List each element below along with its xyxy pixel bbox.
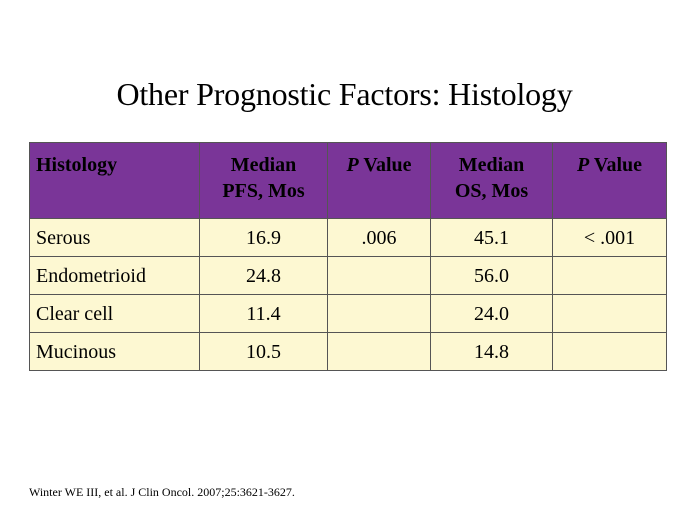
- cell-histology: Endometrioid: [29, 256, 200, 295]
- header-median-pfs: Median PFS, Mos: [199, 142, 328, 219]
- cell-median-os: 14.8: [430, 332, 553, 371]
- header-median-os: Median OS, Mos: [430, 142, 553, 219]
- citation: Winter WE III, et al. J Clin Oncol. 2007…: [29, 485, 295, 499]
- header-median-pfs-line1: Median: [230, 154, 297, 176]
- histology-table: Histology Median PFS, Mos P Value Median…: [29, 142, 667, 371]
- header-p-value-os: P Value: [552, 142, 667, 219]
- cell-p-value-pfs: [327, 332, 431, 371]
- cell-median-pfs: 24.8: [199, 256, 328, 295]
- cell-median-os: 24.0: [430, 294, 553, 333]
- table-row: Clear cell 11.4 24.0: [29, 294, 667, 333]
- header-p-value-pfs: P Value: [327, 142, 431, 219]
- header-median-os-line1: Median: [458, 154, 525, 176]
- slide-title: Other Prognostic Factors: Histology: [116, 76, 573, 112]
- header-p-value-pfs-rest: Value: [358, 154, 412, 176]
- header-median-os-line2: OS, Mos: [454, 180, 529, 202]
- cell-median-os: 56.0: [430, 256, 553, 295]
- header-p-value-os-rest: Value: [589, 154, 643, 176]
- cell-median-pfs: 11.4: [199, 294, 328, 333]
- cell-median-pfs: 16.9: [199, 218, 328, 257]
- cell-histology: Serous: [29, 218, 200, 257]
- cell-p-value-pfs: [327, 256, 431, 295]
- header-p-value-os-p: P: [576, 154, 590, 176]
- header-histology-label: Histology: [36, 154, 118, 176]
- table-row: Mucinous 10.5 14.8: [29, 332, 667, 371]
- table-header-row: Histology Median PFS, Mos P Value Median…: [29, 142, 667, 219]
- header-histology: Histology: [29, 142, 200, 219]
- cell-p-value-pfs: [327, 294, 431, 333]
- cell-p-value-os: [552, 256, 667, 295]
- cell-histology: Mucinous: [29, 332, 200, 371]
- cell-p-value-pfs: .006: [327, 218, 431, 257]
- cell-median-pfs: 10.5: [199, 332, 328, 371]
- cell-p-value-os: [552, 294, 667, 333]
- header-p-value-pfs-p: P: [346, 154, 359, 176]
- header-median-pfs-line2: PFS, Mos: [222, 180, 305, 202]
- table-row: Serous 16.9 .006 45.1 < .001: [29, 218, 667, 257]
- cell-p-value-os: < .001: [552, 218, 667, 257]
- cell-median-os: 45.1: [430, 218, 553, 257]
- cell-p-value-os: [552, 332, 667, 371]
- table-row: Endometrioid 24.8 56.0: [29, 256, 667, 295]
- cell-histology: Clear cell: [29, 294, 200, 333]
